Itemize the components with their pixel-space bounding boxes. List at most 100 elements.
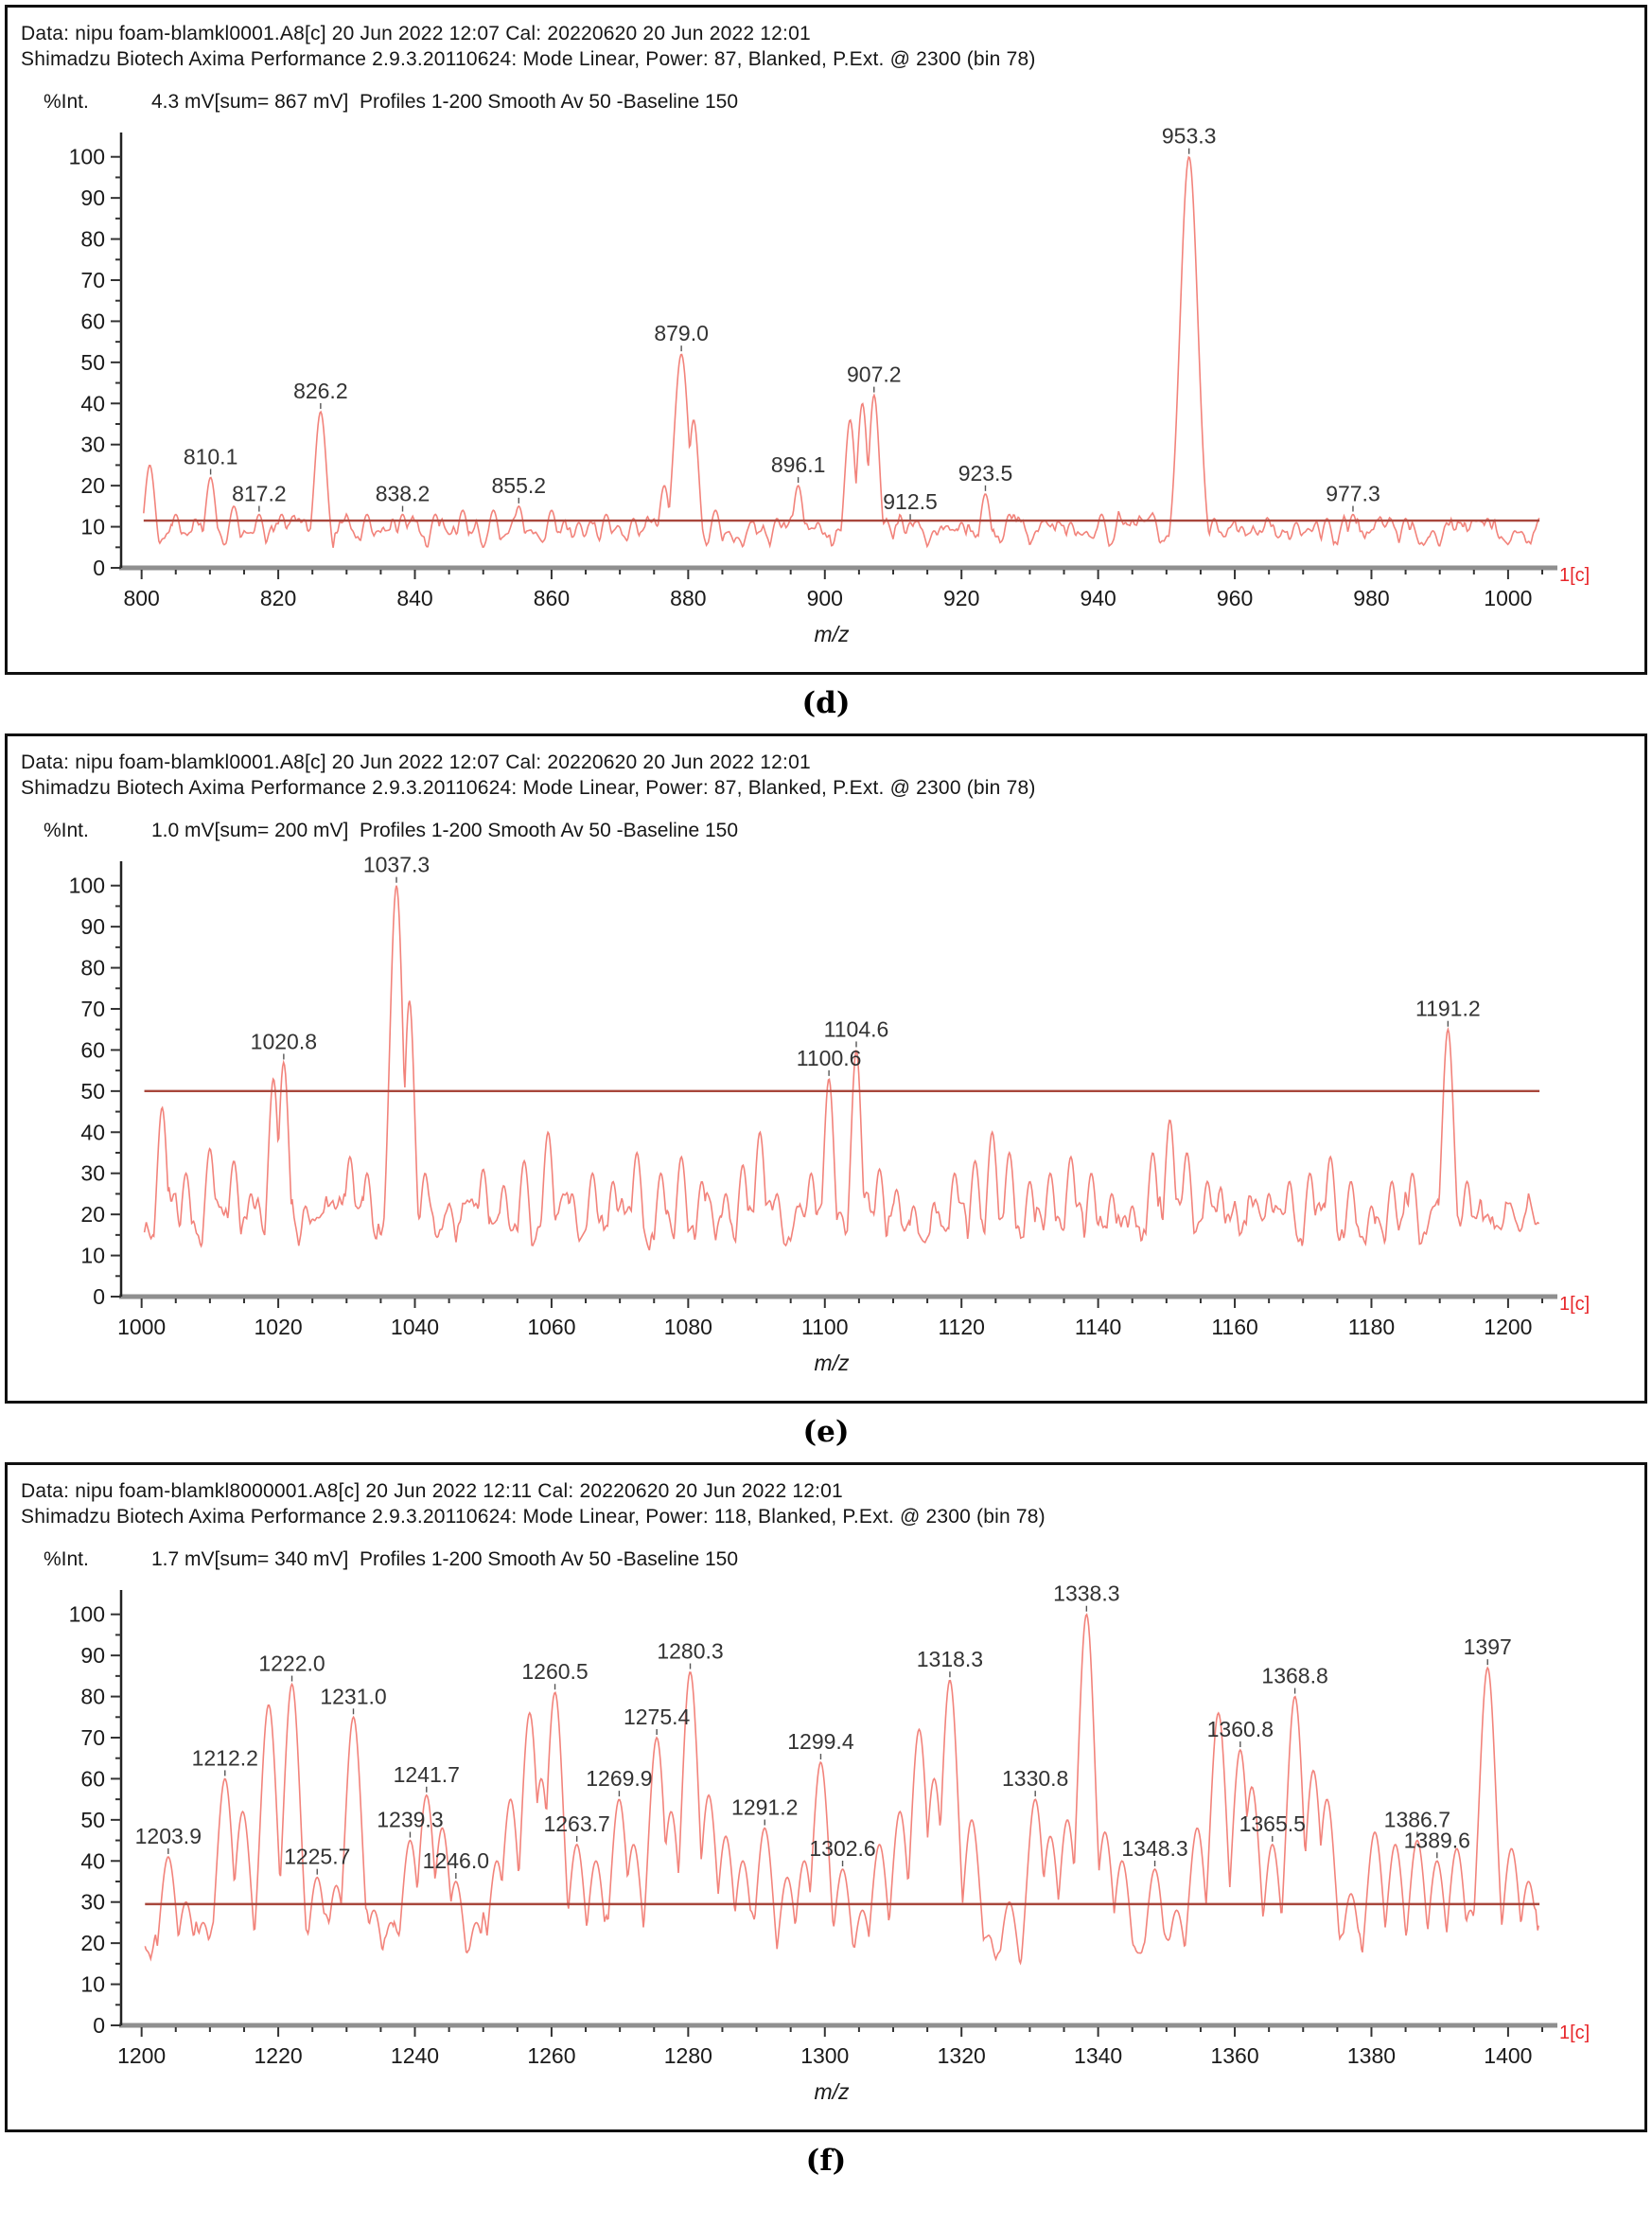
svg-text:70: 70 [80, 1725, 105, 1750]
panel-caption-d: (d) [801, 686, 851, 720]
svg-text:1220: 1220 [255, 2043, 303, 2068]
acquisition-info: 1.7 mV[sum= 340 mV] Profiles 1-200 Smoot… [151, 1548, 739, 1570]
svg-text:1260: 1260 [527, 2043, 575, 2068]
svg-text:50: 50 [80, 1808, 105, 1832]
svg-text:1080: 1080 [664, 1315, 712, 1339]
svg-text:1104.6: 1104.6 [824, 1016, 889, 1041]
svg-text:20: 20 [80, 1202, 105, 1227]
svg-text:1380: 1380 [1347, 2043, 1396, 2068]
svg-text:100: 100 [69, 145, 105, 169]
svg-text:10: 10 [80, 515, 105, 539]
svg-text:1338.3: 1338.3 [1053, 1581, 1119, 1606]
svg-text:1320: 1320 [938, 2043, 986, 2068]
svg-text:1302.6: 1302.6 [809, 1836, 875, 1861]
svg-text:1260.5: 1260.5 [521, 1659, 588, 1684]
data-header-line: Data: nipu foam-blamkl0001.A8[c] 20 Jun … [21, 751, 811, 773]
svg-text:960: 960 [1217, 586, 1253, 610]
spectrum-chart-f: 1200 1220 1240 1260 1280 1300 1320 1340 1360 1380… [69, 1581, 1590, 2104]
svg-text:1100.6: 1100.6 [797, 1046, 862, 1070]
spectrum-panel-e: Data: nipu foam-blamkl0001.A8[c] 20 Jun … [5, 733, 1647, 1404]
svg-text:1280.3: 1280.3 [657, 1639, 723, 1664]
acquisition-info-row-f: %Int. 1.7 mV[sum= 340 mV] Profiles 1-200… [8, 1548, 1644, 1581]
svg-text:1200: 1200 [1484, 1315, 1532, 1339]
svg-text:100: 100 [69, 1602, 105, 1627]
svg-text:1180: 1180 [1348, 1315, 1395, 1339]
data-header-line: Data: nipu foam-blamkl8000001.A8[c] 20 J… [21, 1480, 843, 1502]
svg-text:60: 60 [80, 1037, 105, 1062]
svg-text:900: 900 [807, 586, 843, 610]
svg-text:1222.0: 1222.0 [258, 1652, 325, 1676]
svg-text:1160: 1160 [1211, 1315, 1257, 1339]
svg-text:826.2: 826.2 [293, 379, 348, 403]
svg-text:1212.2: 1212.2 [192, 1745, 258, 1770]
svg-text:0: 0 [93, 556, 105, 580]
svg-text:1040: 1040 [391, 1315, 439, 1339]
svg-text:1246.0: 1246.0 [423, 1848, 489, 1873]
svg-text:896.1: 896.1 [771, 452, 826, 477]
data-header-line: Data: nipu foam-blamkl0001.A8[c] 20 Jun … [21, 23, 811, 44]
panel-caption-f: (f) [805, 2144, 847, 2178]
svg-text:840: 840 [396, 586, 432, 610]
svg-text:1[c]: 1[c] [1559, 2023, 1590, 2043]
acquisition-info-row-d: %Int. 4.3 mV[sum= 867 mV] Profiles 1-200… [8, 91, 1644, 123]
svg-text:0: 0 [93, 1284, 105, 1309]
y-axis-label: %Int. [44, 1548, 89, 1570]
svg-text:1241.7: 1241.7 [394, 1762, 460, 1787]
svg-text:1263.7: 1263.7 [543, 1811, 609, 1836]
svg-text:1[c]: 1[c] [1559, 1294, 1590, 1315]
svg-text:1318.3: 1318.3 [917, 1647, 983, 1671]
svg-text:1000: 1000 [117, 1315, 166, 1339]
svg-text:860: 860 [534, 586, 570, 610]
svg-text:800: 800 [123, 586, 159, 610]
svg-text:10: 10 [80, 1972, 105, 1997]
svg-text:90: 90 [80, 914, 105, 939]
svg-text:953.3: 953.3 [1162, 124, 1217, 149]
svg-text:1020.8: 1020.8 [251, 1029, 317, 1053]
svg-text:50: 50 [80, 1079, 105, 1104]
svg-text:1330.8: 1330.8 [1002, 1766, 1068, 1791]
svg-text:820: 820 [260, 586, 296, 610]
panel-header-d: Data: nipu foam-blamkl0001.A8[c] 20 Jun … [8, 8, 1644, 72]
svg-text:80: 80 [80, 227, 105, 252]
svg-text:90: 90 [80, 186, 105, 210]
svg-text:1368.8: 1368.8 [1261, 1664, 1327, 1688]
svg-text:20: 20 [80, 1931, 105, 1955]
svg-text:1300: 1300 [800, 2043, 849, 2068]
svg-text:30: 30 [80, 433, 105, 457]
svg-text:1100: 1100 [801, 1315, 848, 1339]
svg-text:30: 30 [80, 1161, 105, 1186]
svg-text:1365.5: 1365.5 [1239, 1811, 1306, 1836]
svg-text:1203.9: 1203.9 [135, 1824, 202, 1848]
svg-text:1269.9: 1269.9 [586, 1766, 652, 1791]
svg-text:1140: 1140 [1075, 1315, 1121, 1339]
svg-text:1348.3: 1348.3 [1121, 1836, 1187, 1861]
svg-text:1060: 1060 [527, 1315, 575, 1339]
svg-text:1389.6: 1389.6 [1404, 1828, 1470, 1852]
svg-text:1239.3: 1239.3 [377, 1808, 443, 1832]
instrument-header-line: Shimadzu Biotech Axima Performance 2.9.3… [21, 777, 1036, 799]
svg-text:60: 60 [80, 309, 105, 333]
svg-text:80: 80 [80, 956, 105, 980]
svg-text:70: 70 [80, 997, 105, 1021]
svg-text:907.2: 907.2 [847, 362, 902, 387]
spectrum-panel-f: Data: nipu foam-blamkl8000001.A8[c] 20 J… [5, 1462, 1647, 2132]
svg-text:1397: 1397 [1464, 1634, 1512, 1659]
panel-header-f: Data: nipu foam-blamkl8000001.A8[c] 20 J… [8, 1465, 1644, 1529]
panel-caption-e: (e) [802, 1415, 850, 1449]
svg-text:1225.7: 1225.7 [284, 1845, 350, 1869]
svg-text:40: 40 [80, 1120, 105, 1144]
svg-text:880: 880 [670, 586, 706, 610]
acquisition-info-row-e: %Int. 1.0 mV[sum= 200 mV] Profiles 1-200… [8, 820, 1644, 852]
svg-text:80: 80 [80, 1685, 105, 1709]
svg-text:980: 980 [1353, 586, 1389, 610]
svg-text:1020: 1020 [255, 1315, 303, 1339]
svg-text:977.3: 977.3 [1326, 482, 1380, 506]
svg-text:m/z: m/z [814, 1351, 850, 1375]
y-axis-label: %Int. [44, 820, 89, 841]
svg-text:70: 70 [80, 268, 105, 292]
svg-text:1037.3: 1037.3 [363, 853, 430, 877]
svg-text:40: 40 [80, 1848, 105, 1873]
svg-text:10: 10 [80, 1244, 105, 1268]
svg-text:923.5: 923.5 [958, 461, 1013, 486]
